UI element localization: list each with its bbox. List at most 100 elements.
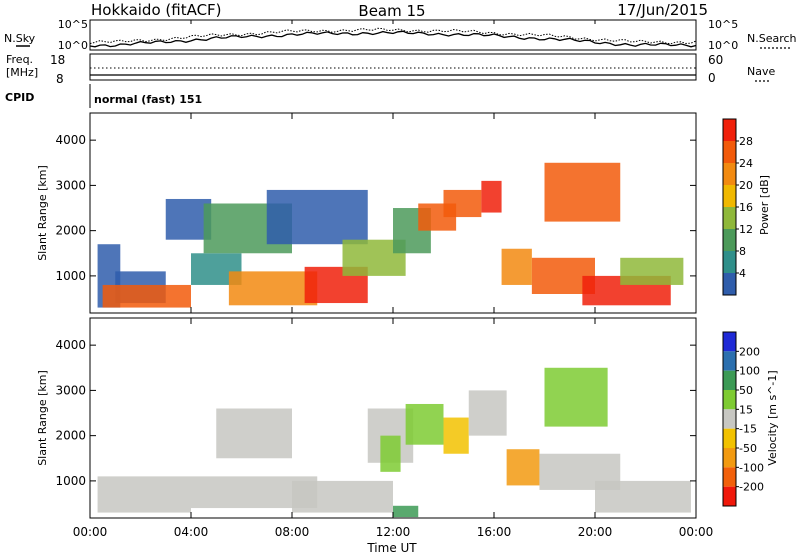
- velocity-cbar-swatch-3: [723, 390, 736, 410]
- velocity-ticks-label-0: 4000: [55, 338, 86, 352]
- velocity-cbar-label-0: 200: [739, 345, 760, 358]
- x-tick-label-0: 00:00: [73, 525, 108, 539]
- velocity-regions-cell-9: [506, 449, 540, 486]
- nsky-tick-bottom-right: 10^0: [708, 39, 738, 52]
- freq-panel-frame: [89, 53, 697, 81]
- power-ylabel: Slant Range [km]: [36, 165, 49, 261]
- nsky-tick-bottom-left: 10^0: [58, 39, 88, 52]
- freq-tick-low: 8: [56, 72, 64, 86]
- power-heatmap: [97, 162, 684, 308]
- velocity-regions-cell-12: [595, 480, 691, 513]
- velocity-cbar-label-1: 100: [739, 365, 760, 378]
- velocity-cbar-label-7: -200: [739, 481, 764, 494]
- power-cbar-label-2: 20: [739, 179, 753, 192]
- freq-label-line1: Freq.: [6, 53, 33, 66]
- power-ticks-label-3: 1000: [55, 269, 86, 283]
- power-regions-cell-17: [544, 162, 621, 222]
- freq-tick-high: 18: [50, 53, 65, 67]
- velocity-regions-cell-6: [405, 403, 444, 445]
- power-regions-cell-12: [443, 189, 482, 218]
- velocity-regions-cell-2: [216, 408, 292, 459]
- power-cbar-label-0: 28: [739, 135, 753, 148]
- power-cbar-swatch-4: [723, 207, 736, 229]
- power-cbar-label-1: 24: [739, 157, 753, 170]
- x-tick-label-4: 16:00: [477, 525, 512, 539]
- velocity-cbar-swatch-5: [723, 428, 736, 448]
- power-y-ticks: 4000 3000 2000 1000: [55, 133, 696, 283]
- power-cbar-swatch-3: [723, 185, 736, 207]
- power-cbar-swatch-6: [723, 251, 736, 273]
- power-colorbar: 28 24 20 16 12 8 4: [722, 118, 753, 296]
- nsearch-label: N.Search: [747, 32, 797, 45]
- freq-label-line2: [MHz]: [6, 66, 38, 79]
- power-regions-cell-7: [228, 271, 318, 306]
- velocity-ticks-label-1: 3000: [55, 383, 86, 397]
- x-tick-label-2: 08:00: [275, 525, 310, 539]
- power-cbar-label-6: 4: [739, 267, 746, 280]
- cpid-mode-text: normal (fast) 151: [94, 93, 202, 106]
- power-ticks-label-2: 2000: [55, 224, 86, 238]
- velocity-cbar-swatch-0: [723, 332, 736, 352]
- nave-tick-low: 0: [708, 71, 716, 85]
- power-cbar-swatch-7: [723, 273, 736, 295]
- power-regions-cell-18: [620, 257, 684, 285]
- power-cbar-label-3: 16: [739, 201, 753, 214]
- x-tick-label-5: 20:00: [578, 525, 613, 539]
- nsky-label: N.Sky: [4, 32, 36, 45]
- velocity-cbar-swatch-7: [723, 467, 736, 487]
- velocity-regions-cell-3: [292, 480, 393, 513]
- power-colorbar-label: Power [dB]: [758, 175, 771, 235]
- power-cbar-swatch-1: [723, 141, 736, 163]
- date-title: 17/Jun/2015: [617, 1, 708, 19]
- nsky-series-line: [89, 30, 697, 48]
- velocity-regions-cell-11: [544, 367, 608, 427]
- beam-title: Beam 15: [358, 2, 425, 20]
- nsky-tick-top-right: 10^5: [708, 18, 738, 31]
- power-ticks-label-1: 3000: [55, 178, 86, 192]
- power-regions-cell-13: [481, 180, 502, 213]
- velocity-cbar-label-3: 15: [739, 403, 753, 416]
- x-tick-label-6: 00:00: [679, 525, 714, 539]
- velocity-cbar-label-2: 50: [739, 384, 753, 397]
- power-ticks-label-0: 4000: [55, 133, 86, 147]
- velocity-cbar-swatch-6: [723, 448, 736, 468]
- velocity-colorbar-label: Velocity [m s^-1]: [766, 370, 779, 465]
- velocity-cbar-frame: [722, 331, 737, 507]
- nsky-panel-frame: [89, 19, 697, 51]
- nave-tick-high: 60: [708, 53, 723, 67]
- cpid-label: CPID: [5, 91, 34, 104]
- power-cbar-label-5: 8: [739, 245, 746, 258]
- power-cbar-label-4: 12: [739, 223, 753, 236]
- velocity-cbar-swatch-2: [723, 370, 736, 390]
- station-title: Hokkaido (fitACF): [91, 1, 222, 19]
- power-regions-cell-6: [102, 284, 191, 308]
- power-regions-cell-5: [266, 189, 368, 245]
- power-cbar-swatch-2: [723, 163, 736, 185]
- velocity-regions-cell-13: [393, 505, 419, 518]
- power-cbar-swatch-5: [723, 229, 736, 251]
- velocity-ylabel: Slant Range [km]: [36, 370, 49, 466]
- x-tick-label-3: 12:00: [376, 525, 411, 539]
- velocity-ticks-label-2: 2000: [55, 429, 86, 443]
- x-tick-label-1: 04:00: [174, 525, 209, 539]
- velocity-cbar-label-5: -50: [739, 442, 757, 455]
- velocity-cbar-label-4: -15: [739, 423, 757, 436]
- x-axis-ticks: 00:00 04:00 08:00 12:00 16:00 20:00 00:00: [73, 20, 714, 539]
- power-regions-cell-14: [501, 248, 532, 285]
- velocity-regions-cell-5: [380, 435, 401, 472]
- velocity-regions-cell-8: [468, 390, 507, 436]
- nsky-tick-top-left: 10^5: [58, 18, 88, 31]
- power-cbar-swatch-0: [723, 119, 736, 141]
- nsearch-series-line: [89, 27, 697, 45]
- velocity-heatmap: [97, 367, 691, 518]
- nave-label: Nave: [747, 65, 775, 78]
- velocity-cbar-swatch-8: [723, 486, 736, 506]
- velocity-cbar-label-6: -100: [739, 461, 764, 474]
- velocity-y-ticks: 4000 3000 2000 1000: [55, 338, 696, 488]
- velocity-cbar-swatch-4: [723, 409, 736, 429]
- velocity-regions-cell-0: [97, 476, 191, 513]
- velocity-cbar-swatch-1: [723, 351, 736, 371]
- velocity-ticks-label-3: 1000: [55, 474, 86, 488]
- velocity-regions-cell-7: [443, 417, 469, 454]
